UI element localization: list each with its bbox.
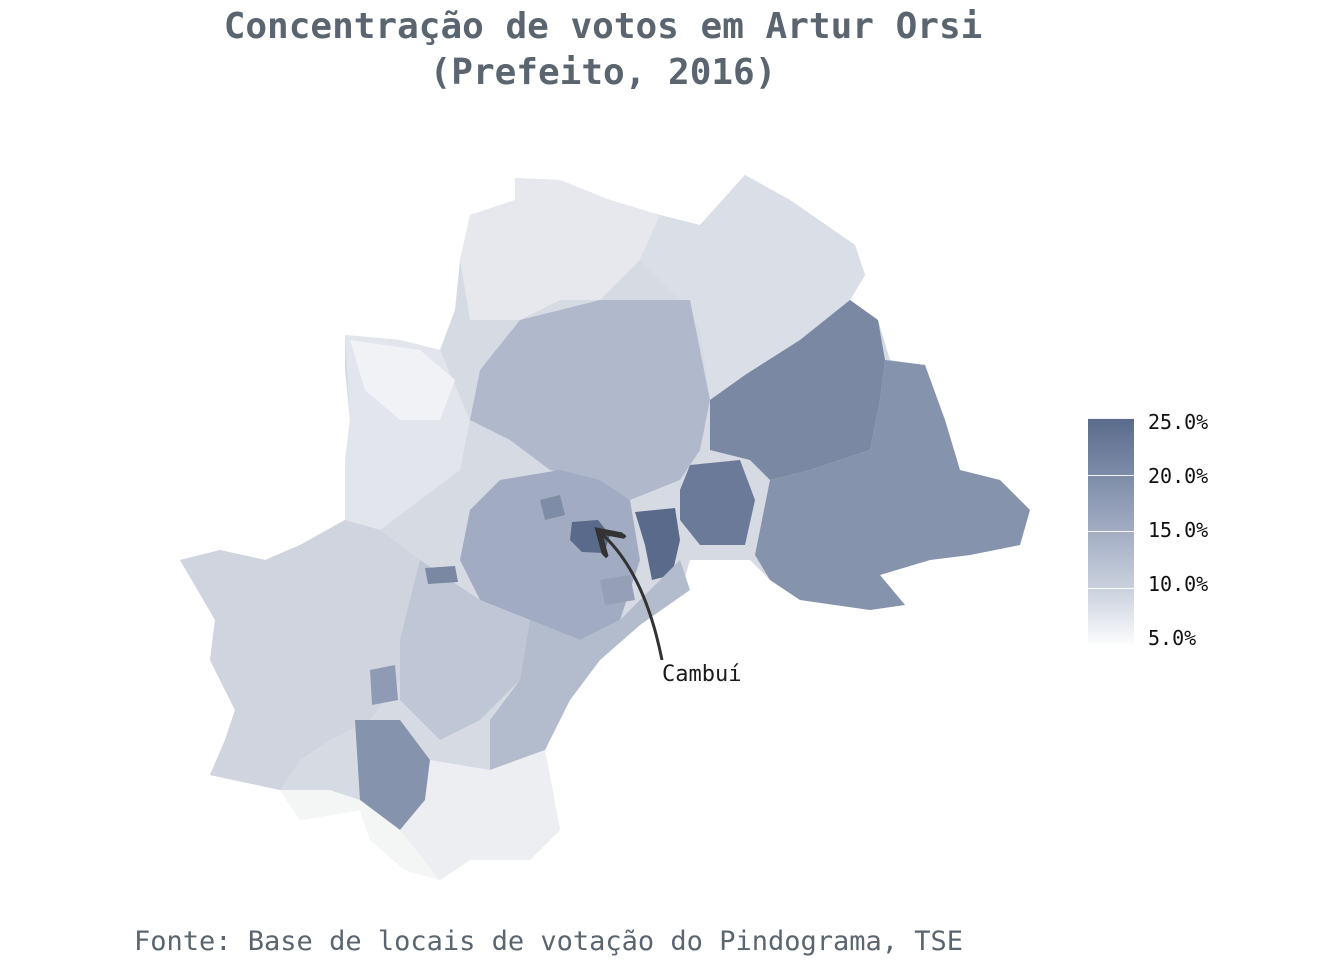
map-region-south-dark [355,720,430,830]
map-region-far-east [755,360,1030,610]
map-regions [180,175,1030,880]
legend-color-bar [1088,418,1134,648]
map-title-line1: Concentração de votos em Artur Orsi [223,6,983,47]
legend-label: 15.0% [1148,518,1209,542]
legend-label: 20.0% [1148,464,1209,488]
map-region-dark-strip [635,508,680,580]
source-caption: Fonte: Base de locais de votação do Pind… [134,926,964,957]
map-region-east-dark [710,300,885,480]
map-region-southeast [490,560,690,770]
legend-tick [1088,531,1134,532]
map-region-center-north [470,300,710,500]
map-region-patch-4 [600,575,635,605]
map-region-patch-3 [370,665,398,705]
map-region-patch-1 [425,566,458,584]
legend-label: 25.0% [1148,410,1209,434]
legend-label: 5.0% [1148,626,1197,650]
map-region-patch-2 [540,495,565,520]
annotation-label-cambui: Cambuí [662,662,742,687]
map-region-northeast [640,175,865,400]
cambui-annotation [603,535,664,661]
map-region-southwest [180,520,430,790]
map-region-downtown [460,470,640,640]
map-title-line2: (Prefeito, 2016) [429,52,777,93]
map-region-central-east [680,460,755,545]
annotation-arrow [603,535,664,661]
legend-tick [1088,418,1134,419]
legend-label: 10.0% [1148,572,1209,596]
map-region-far-south [400,750,560,880]
map-region-northwest-light [350,340,455,420]
legend-tick [1088,475,1134,476]
legend-tick [1088,644,1134,645]
legend-tick [1088,588,1134,589]
map-region-south-center [400,560,530,740]
map-region-north [460,178,660,320]
map-title: Concentração de votos em Artur Orsi (Pre… [0,4,1206,96]
map-region-southmost [280,790,440,880]
